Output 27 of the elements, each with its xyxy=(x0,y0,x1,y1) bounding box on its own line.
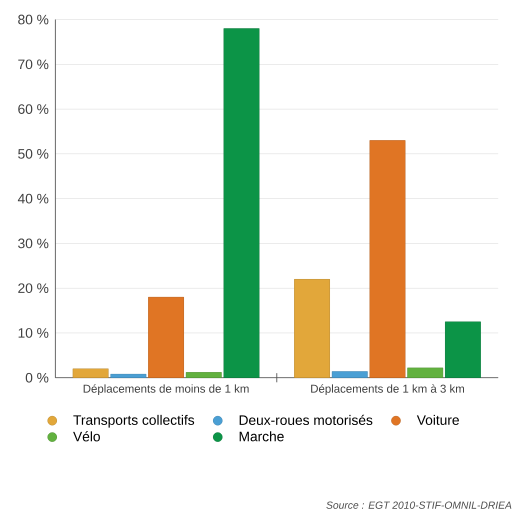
bar xyxy=(72,368,109,378)
bar xyxy=(186,372,222,378)
legend-label: Voiture xyxy=(416,414,459,426)
bar xyxy=(148,297,184,378)
bar xyxy=(444,322,481,378)
y-tick-label: 80 % xyxy=(18,14,48,25)
legend-label: Transports collectifs xyxy=(73,414,194,428)
bar xyxy=(294,279,330,378)
legend-label: Deux-roues motorisés xyxy=(240,414,372,426)
y-tick-label: 30 % xyxy=(18,238,48,248)
y-tick-label: 70 % xyxy=(18,60,48,70)
x-tick-label: Déplacements de 1 km à 3 km xyxy=(311,384,464,396)
bar xyxy=(370,140,406,378)
y-tick-label: 50 % xyxy=(18,149,48,159)
y-tick-label: 10 % xyxy=(18,328,48,338)
bar xyxy=(407,368,444,378)
x-tick-label: Déplacements de moins de 1 km xyxy=(84,384,249,396)
bar xyxy=(110,374,146,378)
y-tick-label: 40 % xyxy=(18,194,48,204)
text: Source : EGT 2010-STIF-OMNIL-DRIEA xyxy=(326,502,512,509)
bar xyxy=(332,371,368,378)
y-tick-label: 60 % xyxy=(18,104,48,114)
y-tick-label: 0 % xyxy=(26,372,48,383)
legend-label: Vélo xyxy=(73,431,100,442)
bar xyxy=(224,28,260,378)
legend-label: Marche xyxy=(240,431,284,442)
y-tick-label: 20 % xyxy=(18,283,48,294)
